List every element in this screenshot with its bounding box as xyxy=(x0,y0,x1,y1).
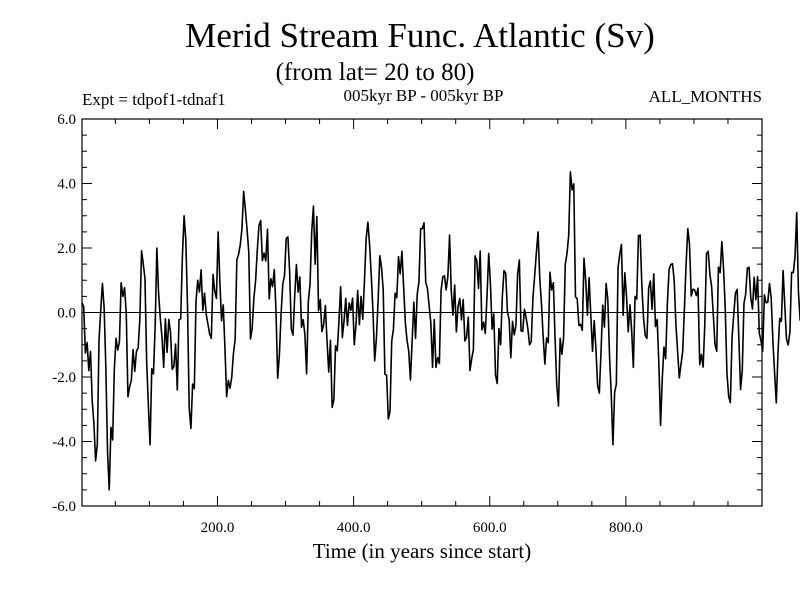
series-line xyxy=(81,171,800,491)
x-tick-label: 600.0 xyxy=(473,520,507,536)
y-tick-label: -2.0 xyxy=(52,370,76,386)
chart-subtitle: (from lat= 20 to 80) xyxy=(275,59,475,86)
tick-labels: -6.0 -4.0 -2.0 0.0 2.0 4.0 6.0 200.0 400.0 600.0 8… xyxy=(52,112,642,536)
y-tick-label: 4.0 xyxy=(57,177,76,193)
y-tick-label: -4.0 xyxy=(52,435,76,451)
period-label: 005kyr BP - 005kyr BP xyxy=(343,86,504,105)
y-tick-label: 6.0 xyxy=(57,112,76,128)
y-tick-label: -6.0 xyxy=(52,499,76,515)
y-tick-label: 2.0 xyxy=(57,241,76,257)
months-label: ALL_MONTHS xyxy=(648,87,762,106)
plot-frame xyxy=(81,118,763,507)
x-axis-label: Time (in years since start) xyxy=(312,539,532,563)
chart-title: Merid Stream Func. Atlantic (Sv) xyxy=(185,16,655,55)
y-tick-label: 0.0 xyxy=(57,306,76,322)
x-tick-label: 400.0 xyxy=(337,520,371,536)
x-tick-label: 200.0 xyxy=(201,520,235,536)
experiment-label: Expt = tdpof1-tdnaf1 xyxy=(82,90,226,109)
x-tick-label: 800.0 xyxy=(609,520,643,536)
